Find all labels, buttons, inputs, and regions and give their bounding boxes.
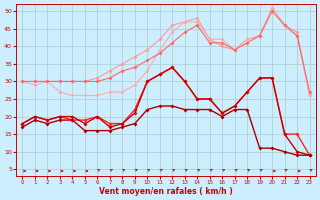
X-axis label: Vent moyen/en rafales ( km/h ): Vent moyen/en rafales ( km/h ): [99, 187, 233, 196]
